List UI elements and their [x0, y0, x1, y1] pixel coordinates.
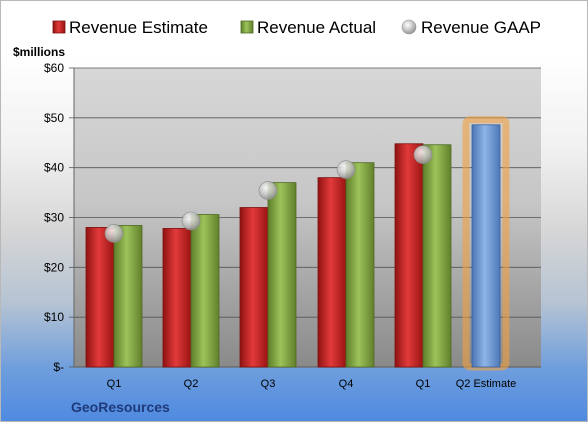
y-tick-label: $50 [44, 111, 64, 125]
gaap-marker [258, 181, 278, 200]
bar-revenue-actual [190, 214, 220, 368]
legend-marker-revenue-gaap [401, 19, 417, 35]
y-axis-unit-label: $millions [13, 45, 65, 59]
x-axis-ticks: Q1 Q2 Q3 Q4 Q1 Q2 Estimate [107, 378, 517, 390]
x-tick-label: Q2 [184, 378, 199, 390]
bar-revenue-estimate [162, 228, 192, 368]
x-tick-label: Q4 [339, 378, 354, 390]
gaap-markers [104, 145, 433, 243]
y-tick-label: $10 [44, 310, 64, 324]
y-tick-label: $20 [44, 260, 64, 274]
bar-revenue-estimate [85, 227, 115, 368]
bar-revenue-actual [345, 162, 375, 368]
bar-q2-estimate [471, 124, 501, 368]
legend-label-revenue-gaap: Revenue GAAP [421, 18, 541, 37]
legend-swatch-revenue-estimate [52, 20, 66, 34]
x-tick-label: Q1 [107, 378, 122, 390]
gaap-marker [104, 224, 124, 243]
legend-label-revenue-actual: Revenue Actual [257, 18, 376, 37]
y-axis-ticks: $- $10 $20 $30 $40 $50 $60 [44, 61, 74, 374]
gaap-marker [413, 145, 433, 165]
legend-swatch-revenue-actual [240, 20, 254, 34]
bar-revenue-actual [267, 182, 297, 368]
y-tick-label: $- [53, 360, 64, 374]
legend: Revenue Estimate Revenue Actual Revenue … [52, 18, 541, 37]
bars [85, 116, 510, 371]
y-tick-label: $40 [44, 161, 64, 175]
bar-revenue-estimate [394, 143, 424, 368]
legend-label-revenue-estimate: Revenue Estimate [69, 18, 208, 37]
bar-revenue-actual [113, 225, 143, 368]
y-tick-label: $60 [44, 61, 64, 75]
gaap-marker [181, 211, 201, 231]
y-tick-label: $30 [44, 211, 64, 225]
bar-revenue-estimate [239, 207, 269, 368]
bar-revenue-estimate [317, 177, 347, 368]
bar-revenue-actual [422, 144, 452, 368]
company-name: GeoResources [71, 399, 170, 415]
x-tick-label: Q2 Estimate [456, 378, 517, 390]
gaap-marker [336, 160, 356, 179]
x-tick-label: Q3 [261, 378, 276, 390]
x-tick-label: Q1 [416, 378, 431, 390]
